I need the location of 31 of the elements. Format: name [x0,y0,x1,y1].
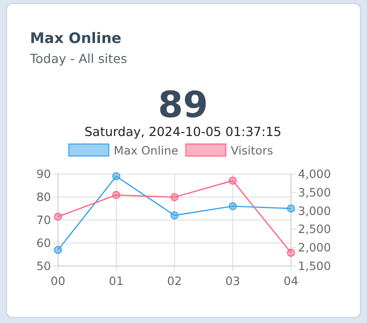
point [287,248,295,257]
x-tick-label: 00 [50,274,66,288]
point [170,193,178,202]
point [54,246,62,254]
y-tick-label: 90 [36,167,51,181]
y-tick-label: 60 [36,236,51,250]
y2-tick-label: 3,000 [298,204,331,218]
y2-tick-label: 1,500 [298,259,331,273]
y-tick-label: 50 [36,259,51,273]
chart-title: Max Online [30,31,122,47]
point [228,202,237,210]
y-tick-label: 70 [36,213,51,227]
legend-label: Visitors [230,144,274,158]
point [112,172,120,180]
point [287,204,295,212]
point [112,190,120,199]
text: Saturday, 2024-10-05 01:37:15 [84,124,282,139]
x-tick-label: 02 [167,274,182,288]
y2-tick-label: 3,500 [298,185,331,200]
legend-label: Max Online [114,144,178,158]
x-tick-label: 04 [284,274,298,288]
x-tick-label: 01 [108,274,124,288]
y-tick-label: 80 [36,190,51,204]
x-tick-label: 03 [225,274,240,288]
text: 89 [158,85,208,126]
y2-tick-label: 2,000 [298,240,331,255]
point [228,176,237,185]
chart-subtitle: Today - All sites [29,51,128,66]
point [170,211,178,220]
y2-tick-label: 2,500 [298,222,331,236]
y2-tick-label: 4,000 [298,167,331,181]
